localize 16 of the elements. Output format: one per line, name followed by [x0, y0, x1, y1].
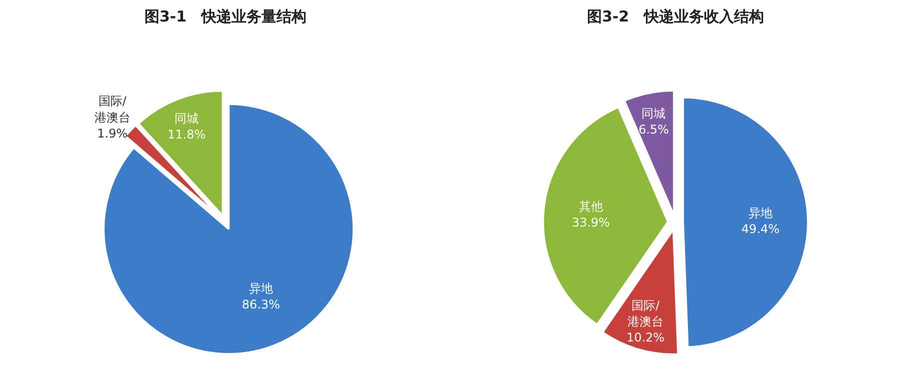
chart-title: 图3-2 快递业务收入结构: [586, 8, 764, 26]
slice-label: 其他: [578, 200, 603, 214]
slice-label: 同城: [174, 111, 199, 126]
data-label: 11.8%: [167, 127, 206, 142]
data-label: 49.4%: [741, 222, 780, 236]
data-label: 86.3%: [242, 298, 280, 312]
data-label: 6.5%: [638, 122, 669, 136]
data-label: 10.2%: [626, 330, 665, 345]
data-label: 1.9%: [97, 126, 128, 140]
data-label: 33.9%: [572, 216, 610, 230]
slice-label: 国际/港澳台: [628, 298, 664, 329]
slice-label: 异地: [748, 206, 772, 220]
chart-title: 图3-1 快递业务量结构: [144, 8, 307, 26]
slice-label: 国际/港澳台: [94, 94, 130, 124]
slice-label: 异地: [248, 282, 273, 296]
slice-label: 同城: [642, 106, 666, 120]
